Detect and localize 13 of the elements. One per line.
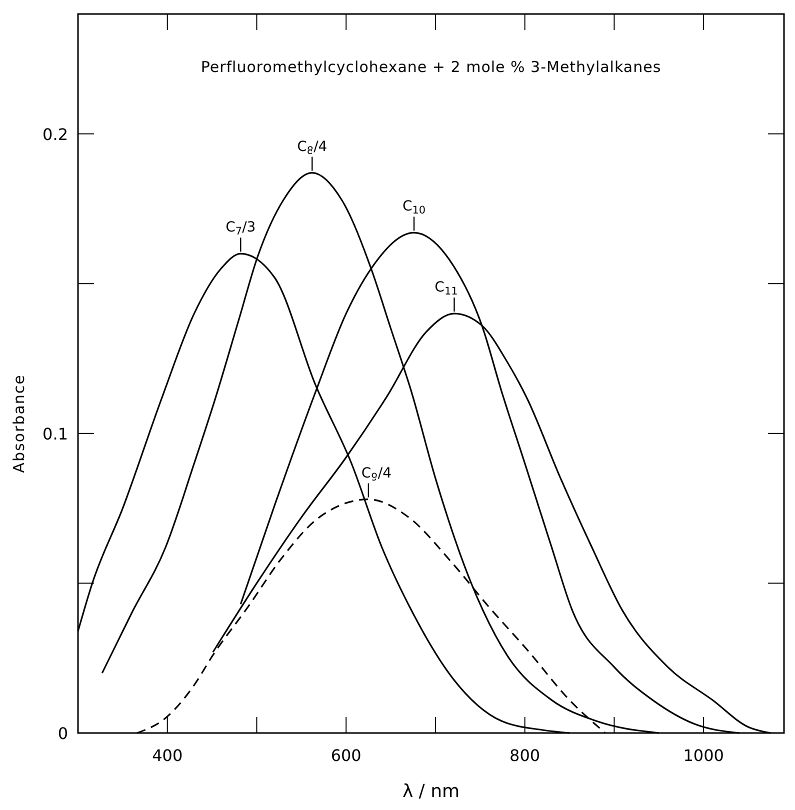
y-tick-label: 0.1	[42, 424, 68, 444]
series-label: C$_{11}$	[434, 280, 458, 298]
x-axis-title: λ / nm	[402, 781, 460, 802]
text: Perfluoromethylcyclohexane + 2 mole % 3-Methylalkanes	[200, 58, 662, 76]
x-tick-label: 800	[510, 746, 540, 765]
series-label: C$_{10}$	[402, 198, 426, 217]
y-tick-label: 0	[58, 724, 68, 743]
y-axis-title: Absorbance	[10, 374, 28, 473]
series-label: C$_{7}$/3	[226, 220, 256, 238]
y-tick-label: 0.2	[42, 124, 68, 144]
x-tick-label: 1000	[683, 746, 724, 765]
x-tick-label: 400	[152, 746, 183, 765]
x-tick-label: 600	[330, 746, 362, 765]
